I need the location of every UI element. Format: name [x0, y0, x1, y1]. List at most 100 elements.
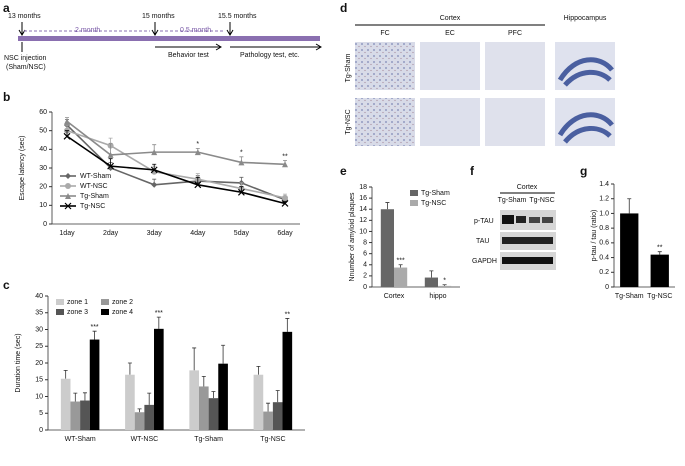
group-label: Cortex	[440, 15, 461, 22]
y-tick-label: 0	[39, 427, 43, 434]
marker	[107, 151, 114, 158]
error-bar	[221, 344, 226, 364]
error-bar	[266, 402, 271, 412]
legend-swatch	[101, 309, 109, 315]
y-tick-label: 40	[35, 293, 43, 300]
time-label: 13 months	[8, 13, 41, 20]
band	[529, 217, 540, 223]
y-tick-label: 25	[35, 343, 43, 350]
arrowhead	[315, 43, 322, 51]
micrograph	[485, 42, 545, 90]
y-tick-label: 18	[359, 184, 367, 191]
time-label: 15.5 months	[218, 13, 257, 20]
significance: **	[657, 245, 663, 252]
y-tick-label: 10	[39, 202, 47, 209]
error-bar	[192, 347, 197, 371]
marker	[150, 166, 158, 174]
y-tick-label: 8	[363, 239, 367, 246]
hippocampus-shape	[557, 112, 614, 144]
y-tick-label: 0.2	[599, 269, 609, 276]
significance: ***	[90, 324, 98, 331]
y-tick-label: 0	[363, 284, 367, 291]
x-tick-label: 4day	[190, 230, 206, 237]
legend-label: WT-Sham	[80, 173, 111, 180]
y-tick-label: 4	[363, 262, 367, 269]
error-bar	[256, 365, 261, 375]
x-tick-label: Tg-Sham	[615, 293, 644, 300]
x-tick-label: 5day	[234, 230, 250, 237]
error-bar	[156, 316, 161, 329]
bar	[70, 401, 81, 430]
y-tick-label: 0	[43, 221, 47, 228]
y-tick-label: 2	[363, 273, 367, 280]
panel-label: g	[580, 164, 587, 178]
panel-label: d	[340, 1, 347, 15]
x-tick-label: Tg-NSC	[647, 293, 672, 300]
micrograph	[420, 42, 480, 90]
blot-group: Tg-NSC	[529, 197, 554, 204]
series-line	[66, 120, 286, 166]
marker	[151, 181, 158, 188]
band-label: GAPDH	[472, 258, 497, 265]
event-label: Behavior test	[168, 52, 209, 59]
x-tick-label: Tg-Sham	[194, 436, 223, 443]
bar	[89, 339, 100, 430]
significance: **	[282, 153, 288, 160]
bar	[650, 254, 669, 287]
legend-label: Tg-Sham	[421, 190, 450, 197]
band	[516, 216, 526, 223]
y-tick-label: 10	[35, 393, 43, 400]
marker	[63, 132, 71, 140]
panel-label: b	[3, 90, 10, 104]
band-label: TAU	[476, 238, 489, 245]
error-bar	[429, 270, 434, 278]
y-tick-label: 6	[363, 251, 367, 258]
interval-label: 2 month	[75, 27, 100, 34]
y-axis-label: Nnumber of amyloid plaques	[349, 192, 356, 282]
error-bar	[65, 130, 69, 137]
significance: ***	[397, 258, 405, 265]
blot-region: Cortex	[517, 184, 538, 191]
bar	[198, 386, 209, 430]
legend-swatch	[56, 309, 64, 315]
series-line	[66, 135, 286, 205]
y-tick-label: 10	[359, 228, 367, 235]
legend-swatch	[56, 299, 64, 305]
error-bar	[627, 198, 632, 214]
panel-label: a	[3, 1, 10, 15]
y-tick-label: 12	[359, 217, 367, 224]
y-axis-label: p-tau / tau (ratio)	[591, 210, 598, 262]
x-tick-label: Tg-NSC	[260, 436, 285, 443]
panel-label: c	[3, 278, 10, 292]
y-tick-label: 0.4	[599, 254, 609, 261]
column-label: PFC	[508, 30, 522, 37]
y-tick-label: 35	[35, 310, 43, 317]
bar	[134, 412, 145, 430]
y-tick-label: 40	[39, 146, 47, 153]
blot-image	[500, 210, 556, 270]
bar	[208, 398, 219, 430]
legend-swatch	[410, 200, 418, 206]
y-tick-label: 30	[39, 165, 47, 172]
y-tick-label: 1.2	[599, 196, 609, 203]
error-bar	[442, 284, 447, 286]
x-tick-label: 2day	[103, 230, 119, 237]
x-tick-label: 3day	[147, 230, 163, 237]
column-label: Hippocampus	[564, 15, 607, 22]
error-bar	[211, 391, 216, 399]
y-tick-label: 60	[39, 109, 47, 116]
bar	[125, 374, 135, 430]
marker	[65, 173, 71, 179]
event-label: (Sham/NSC)	[6, 64, 46, 71]
bar	[272, 402, 283, 430]
legend-label: zone 1	[67, 299, 88, 306]
bar	[394, 267, 408, 287]
error-bar	[285, 318, 290, 332]
y-tick-label: 16	[359, 195, 367, 202]
x-tick-label: Cortex	[384, 293, 405, 300]
y-tick-label: 14	[359, 206, 367, 213]
marker	[64, 118, 70, 125]
bar	[189, 370, 199, 430]
